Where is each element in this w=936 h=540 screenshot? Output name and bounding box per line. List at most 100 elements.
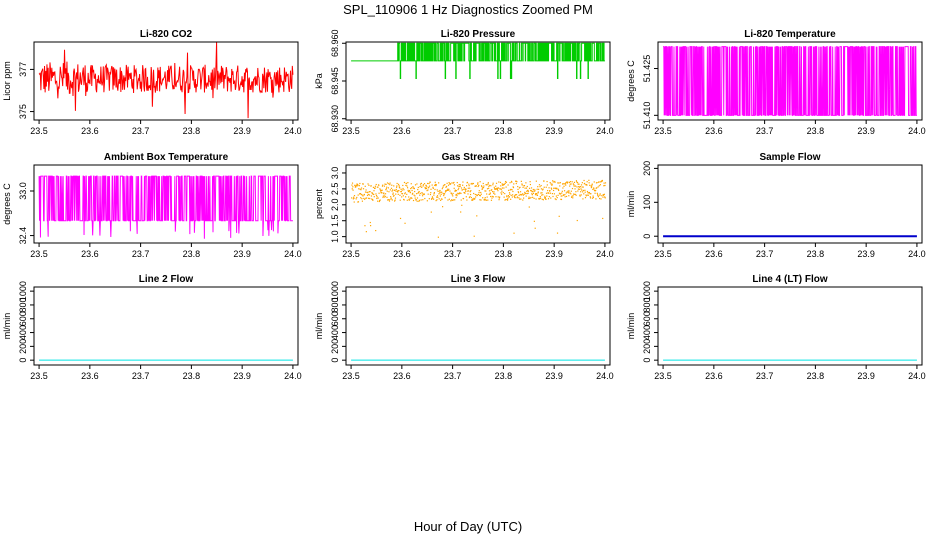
x-tick-label: 23.6 — [705, 371, 723, 381]
panel-9: Line 4 (LT) Flow 23.5 23.6 23.7 23.8 23.9 24.0… — [626, 274, 926, 381]
plot-frame — [657, 164, 923, 244]
x-axis-label: Hour of Day (UTC) — [414, 519, 522, 534]
y-tick-label: 68.930 — [330, 105, 340, 133]
data-series — [38, 175, 293, 239]
y-tick-label: 0 — [642, 358, 652, 363]
x-tick-label: 23.9 — [233, 126, 251, 136]
y-tick-label: 0 — [330, 358, 340, 363]
x-tick-label: 23.5 — [654, 126, 672, 136]
plot-frame — [657, 286, 923, 366]
x-tick-label: 23.9 — [857, 249, 875, 259]
y-tick-label: 1.0 — [330, 230, 340, 243]
panel-6: Sample Flow 23.5 23.6 23.7 23.8 23.9 24.0 0 100 2… — [626, 152, 926, 259]
panel-title: Sample Flow — [759, 152, 820, 163]
x-tick-label: 23.5 — [30, 126, 48, 136]
x-tick-label: 23.5 — [654, 371, 672, 381]
x-tick-label: 23.7 — [444, 371, 462, 381]
plot-frame — [657, 41, 923, 121]
y-tick-label: 200 — [642, 161, 652, 176]
series-line — [38, 175, 293, 239]
y-tick-label: 100 — [642, 195, 652, 210]
x-tick-label: 23.7 — [132, 126, 150, 136]
x-tick-label: 23.7 — [756, 249, 774, 259]
y-axis-label: ml/min — [626, 191, 636, 218]
y-axis-label: percent — [314, 188, 324, 219]
panel-title: Line 4 (LT) Flow — [752, 274, 828, 285]
y-tick-label: 0 — [18, 358, 28, 363]
x-tick-label: 23.9 — [545, 249, 563, 259]
y-tick-label: 32.4 — [18, 227, 28, 245]
y-tick-label: 0 — [642, 234, 652, 239]
x-tick-label: 23.6 — [393, 126, 411, 136]
x-tick-label: 23.9 — [233, 249, 251, 259]
x-tick-label: 23.6 — [705, 249, 723, 259]
x-tick-label: 24.0 — [908, 371, 926, 381]
x-tick-label: 23.6 — [81, 126, 99, 136]
x-tick-label: 23.8 — [807, 249, 825, 259]
y-tick-label: 1.5 — [330, 214, 340, 227]
y-tick-label: 1000 — [642, 281, 652, 301]
data-series — [351, 179, 607, 238]
x-tick-label: 23.7 — [756, 371, 774, 381]
x-tick-label: 23.7 — [132, 371, 150, 381]
panel-title: Li-820 CO2 — [140, 29, 193, 40]
panel-title: Ambient Box Temperature — [104, 152, 229, 163]
x-tick-label: 23.9 — [545, 371, 563, 381]
x-tick-label: 23.8 — [807, 371, 825, 381]
y-tick-label: 800 — [18, 297, 28, 312]
x-tick-label: 23.5 — [30, 249, 48, 259]
series-line — [351, 42, 605, 79]
y-tick-label: 1000 — [18, 281, 28, 301]
x-tick-label: 23.8 — [495, 371, 513, 381]
y-tick-label: 600 — [18, 311, 28, 326]
plot-frame — [345, 286, 611, 366]
y-tick-label: 200 — [642, 339, 652, 354]
y-tick-label: 2.5 — [330, 183, 340, 196]
x-tick-label: 24.0 — [284, 126, 302, 136]
data-series — [663, 46, 917, 116]
y-tick-label: 800 — [642, 297, 652, 312]
x-tick-label: 23.9 — [545, 126, 563, 136]
x-tick-label: 23.7 — [132, 249, 150, 259]
x-tick-label: 23.5 — [342, 371, 360, 381]
panel-7: Line 2 Flow 23.5 23.6 23.7 23.8 23.9 24.0 0 2004… — [2, 274, 302, 381]
y-axis-label: kPa — [314, 73, 324, 89]
panel-grid: Li-820 CO2 23.5 23.6 23.7 23.8 23.9 24.0 375 377… — [2, 29, 926, 381]
x-tick-label: 24.0 — [284, 249, 302, 259]
y-tick-label: 200 — [330, 339, 340, 354]
x-tick-label: 24.0 — [284, 371, 302, 381]
x-tick-label: 23.7 — [756, 126, 774, 136]
panel-4: Ambient Box Temperature 23.5 23.6 23.7 23.8 2… — [2, 152, 302, 259]
y-axis-label: ml/min — [314, 313, 324, 340]
y-axis-label: Licor ppm — [2, 61, 12, 101]
x-tick-label: 23.9 — [857, 126, 875, 136]
y-tick-label: 200 — [18, 339, 28, 354]
y-axis-label: degrees C — [626, 60, 636, 102]
panel-title: Li-820 Temperature — [744, 29, 836, 40]
y-tick-label: 375 — [18, 104, 28, 119]
x-tick-label: 23.8 — [495, 249, 513, 259]
plot-frame — [33, 164, 299, 244]
y-tick-label: 600 — [642, 311, 652, 326]
x-tick-label: 24.0 — [596, 126, 614, 136]
x-tick-label: 24.0 — [596, 249, 614, 259]
y-tick-label: 3.0 — [330, 167, 340, 180]
y-tick-label: 2.0 — [330, 199, 340, 212]
x-tick-label: 23.8 — [183, 126, 201, 136]
x-tick-label: 23.5 — [342, 126, 360, 136]
x-tick-label: 23.8 — [495, 126, 513, 136]
y-axis-label: ml/min — [2, 313, 12, 340]
y-tick-label: 600 — [330, 311, 340, 326]
plot-frame — [33, 41, 299, 121]
x-tick-label: 23.6 — [393, 371, 411, 381]
panel-2: Li-820 Pressure 23.5 23.6 23.7 23.8 23.9 24.0 6… — [314, 29, 614, 136]
y-axis-label: ml/min — [626, 313, 636, 340]
x-tick-label: 23.7 — [444, 249, 462, 259]
panel-title: Line 2 Flow — [139, 274, 194, 285]
x-tick-label: 24.0 — [596, 371, 614, 381]
y-tick-label: 68.945 — [330, 67, 340, 95]
x-tick-label: 23.6 — [705, 126, 723, 136]
x-tick-label: 23.8 — [183, 371, 201, 381]
plot-frame — [33, 286, 299, 366]
